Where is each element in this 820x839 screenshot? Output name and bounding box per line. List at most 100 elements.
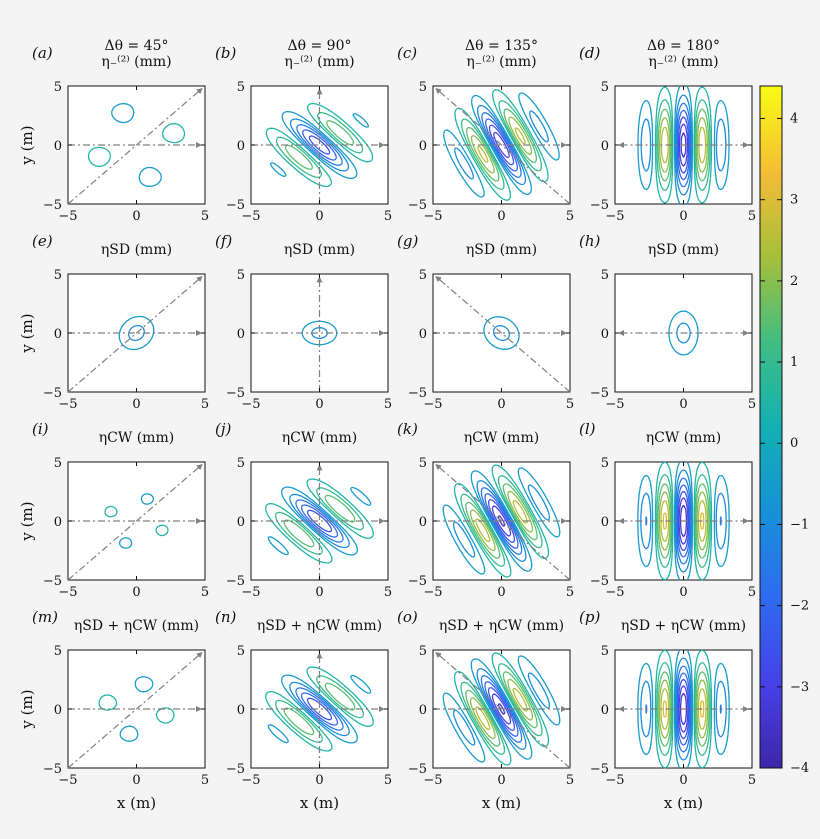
contour-level	[453, 104, 550, 186]
contour-level	[443, 92, 560, 198]
panel-label: (c)	[397, 44, 417, 62]
x-tick-label: 5	[566, 397, 574, 412]
panel-d: −5−5 0 0 5 5 (d) η₋⁽²⁾ (mm)Δθ = 180°	[579, 38, 756, 224]
contour-lines	[265, 666, 374, 752]
x-tick-label: 5	[201, 209, 209, 224]
contour-level	[306, 509, 333, 533]
contour-level	[637, 461, 730, 581]
contour-level	[118, 493, 155, 549]
panel-label: (f)	[215, 232, 232, 250]
contour-level	[296, 124, 343, 166]
contour-level	[465, 483, 538, 559]
wave-direction-line	[435, 275, 571, 393]
contour-level	[452, 667, 551, 751]
y-tick-label: −5	[43, 574, 62, 589]
contour-level	[311, 327, 328, 339]
panel-title: ηSD + ηCW (mm)	[74, 618, 199, 634]
panel-title: η₋⁽²⁾ (mm)	[648, 54, 718, 70]
contour-level	[267, 674, 372, 744]
contour-level	[640, 657, 727, 761]
colorbar: 4 3 2 1 0 −1 −2 −3 −4	[759, 85, 809, 776]
y-tick-label: 5	[601, 268, 609, 283]
contour-level	[118, 315, 155, 351]
contour-lines	[87, 103, 186, 187]
y-axis-label: y (m)	[18, 501, 36, 541]
contour-level	[487, 498, 516, 544]
panel-label: (g)	[397, 232, 418, 250]
panel-label: (h)	[579, 232, 601, 250]
contour-level	[295, 687, 344, 731]
wave-direction-lines	[433, 463, 571, 581]
column-title: Δθ = 135°	[465, 38, 538, 54]
contour-level	[654, 649, 713, 769]
y-tick-label: 0	[54, 139, 62, 154]
contour-level	[454, 89, 549, 201]
panel-title: ηSD (mm)	[101, 242, 172, 258]
contour-level	[668, 310, 699, 356]
panel-title: ηSD + ηCW (mm)	[439, 618, 564, 634]
colorbar-tick-label: −1	[790, 517, 809, 532]
contour-level	[295, 499, 344, 543]
y-tick-label: 5	[419, 644, 427, 659]
x-tick-label: −5	[241, 209, 260, 224]
y-tick-label: 0	[419, 703, 427, 718]
y-tick-label: 5	[601, 644, 609, 659]
contour-level	[469, 678, 534, 740]
x-tick-label: 0	[679, 585, 687, 600]
y-tick-label: 5	[54, 644, 62, 659]
y-tick-label: −5	[590, 574, 609, 589]
contour-level	[275, 111, 364, 179]
x-tick-label: 0	[497, 773, 505, 788]
contour-level	[677, 116, 690, 174]
wave-direction-lines	[433, 651, 571, 769]
wave-direction-lines	[67, 463, 203, 581]
y-tick-label: −5	[226, 198, 245, 213]
contour-level	[283, 682, 356, 736]
y-tick-label: −5	[408, 762, 427, 777]
x-tick-label: −5	[605, 397, 624, 412]
contour-level	[656, 99, 711, 191]
panel-a: −5−5 0 0 5 5 (a) η₋⁽²⁾ (mm)Δθ = 45° y (m)	[18, 38, 209, 224]
x-tick-label: 0	[315, 773, 323, 788]
y-tick-label: 5	[237, 456, 245, 471]
x-tick-label: −5	[58, 209, 77, 224]
y-tick-label: −5	[590, 198, 609, 213]
y-tick-label: 0	[54, 515, 62, 530]
x-tick-label: −5	[605, 773, 624, 788]
contour-level	[289, 681, 350, 737]
wave-direction-line	[67, 87, 203, 205]
x-tick-label: −5	[423, 209, 442, 224]
wave-direction-line	[435, 463, 571, 581]
x-tick-label: −5	[58, 397, 77, 412]
column-title: Δθ = 180°	[647, 38, 720, 54]
contour-level	[469, 490, 534, 552]
column-title: Δθ = 45°	[105, 38, 169, 54]
y-tick-label: 5	[419, 456, 427, 471]
contour-lines	[98, 676, 175, 742]
panel-j: −5−5 0 0 5 5 (j) ηCW (mm)	[215, 420, 392, 600]
contour-lines	[118, 315, 155, 351]
contour-level	[453, 464, 550, 578]
y-tick-label: 5	[419, 80, 427, 95]
y-tick-label: 0	[237, 139, 245, 154]
x-axis-label: x (m)	[300, 794, 339, 812]
y-tick-label: 5	[54, 268, 62, 283]
y-tick-label: 0	[419, 327, 427, 342]
contour-level	[465, 671, 538, 747]
colorbar-tick-label: 1	[790, 355, 798, 370]
wave-direction-line	[67, 463, 203, 581]
contour-level	[658, 491, 709, 551]
contour-level	[267, 486, 372, 556]
panel-label: (k)	[397, 420, 418, 438]
y-tick-label: −5	[590, 762, 609, 777]
x-tick-label: 5	[748, 397, 756, 412]
panel-label: (e)	[32, 232, 53, 250]
wave-direction-line	[435, 651, 571, 769]
x-tick-label: 5	[748, 773, 756, 788]
contour-level	[640, 469, 727, 573]
panel-label: (n)	[215, 608, 237, 626]
contour-level	[657, 108, 710, 182]
wave-direction-lines	[433, 275, 571, 393]
y-tick-label: −5	[226, 762, 245, 777]
colorbar-tick-label: 4	[790, 111, 798, 126]
